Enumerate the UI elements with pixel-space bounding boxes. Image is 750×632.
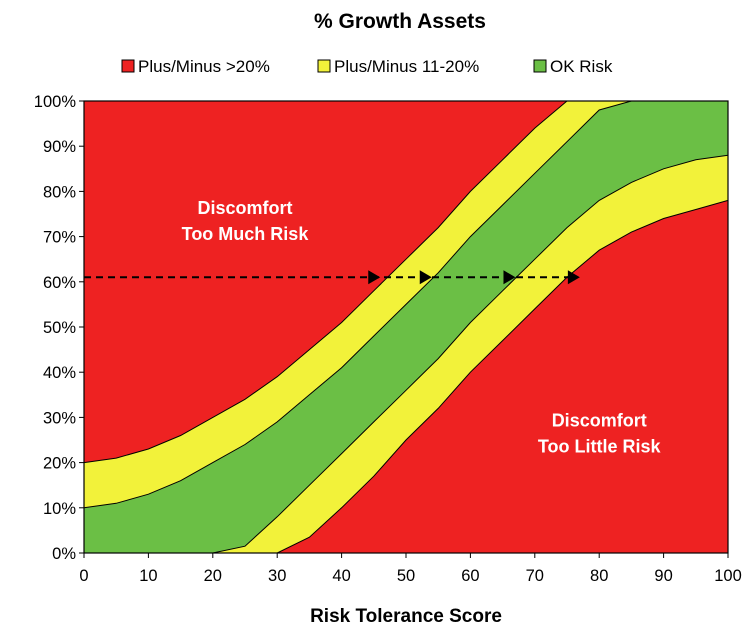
reference-arrow-1 [419, 270, 432, 285]
x-axis-label: Risk Tolerance Score [310, 606, 502, 627]
legend-swatch [121, 59, 135, 73]
reference-arrow-0 [368, 270, 381, 285]
legend-item-1: Plus/Minus 11-20% [317, 57, 479, 76]
annotation-line: Discomfort [552, 410, 647, 430]
annotation-line: Too Little Risk [538, 436, 662, 456]
x-tick-label: 60 [461, 567, 479, 585]
x-tick-label: 90 [654, 567, 672, 585]
y-tick-label: 70% [43, 229, 76, 247]
y-tick-label: 60% [43, 274, 76, 292]
legend-label: OK Risk [550, 57, 613, 76]
y-tick-label: 20% [43, 455, 76, 473]
legend-swatch [533, 59, 547, 73]
reference-arrow-3 [567, 270, 580, 285]
boundary-upper-inner [83, 100, 728, 509]
y-tick-label: 100% [34, 93, 77, 111]
chart-title: % Growth Assets [314, 10, 486, 33]
y-tick-label: 0% [52, 545, 76, 563]
x-tick-label: 100 [714, 567, 742, 585]
legend-item-0: Plus/Minus >20% [121, 57, 270, 76]
area-green-ok-risk [84, 101, 728, 553]
reference-arrow-2 [503, 270, 516, 285]
x-tick-label: 30 [268, 567, 286, 585]
y-axis-ticks: 0% 10% 20% 30% 40% 50% 60% 70% 80% 90% 100% [34, 93, 84, 563]
x-tick-label: 80 [590, 567, 608, 585]
legend-swatch [317, 59, 331, 73]
annotation-line: Too Much Risk [182, 224, 310, 244]
x-tick-label: 50 [397, 567, 415, 585]
y-tick-label: 50% [43, 319, 76, 337]
legend-label: Plus/Minus >20% [138, 57, 270, 76]
x-tick-label: 20 [204, 567, 222, 585]
legend-label: Plus/Minus 11-20% [334, 57, 479, 76]
x-axis-ticks: 0 10 20 30 40 50 60 70 80 90 100 [79, 553, 742, 585]
y-tick-label: 30% [43, 409, 76, 427]
x-tick-label: 0 [79, 567, 88, 585]
area-yellow-lower [84, 155, 728, 553]
legend: Plus/Minus >20% Plus/Minus 11-20% OK Risk [121, 57, 613, 76]
y-tick-label: 80% [43, 183, 76, 201]
x-tick-label: 10 [139, 567, 157, 585]
y-tick-label: 40% [43, 364, 76, 382]
annotation-line: Discomfort [197, 198, 292, 218]
y-tick-label: 10% [43, 500, 76, 518]
x-tick-label: 70 [526, 567, 544, 585]
annotation-0: Discomfort Too Much Risk [182, 198, 310, 244]
annotation-1: Discomfort Too Little Risk [538, 410, 662, 456]
x-tick-label: 40 [332, 567, 350, 585]
y-tick-label: 90% [43, 138, 76, 156]
legend-item-2: OK Risk [533, 57, 613, 76]
plot-area: Discomfort Too Much Risk Discomfort Too Lit… [83, 100, 729, 554]
